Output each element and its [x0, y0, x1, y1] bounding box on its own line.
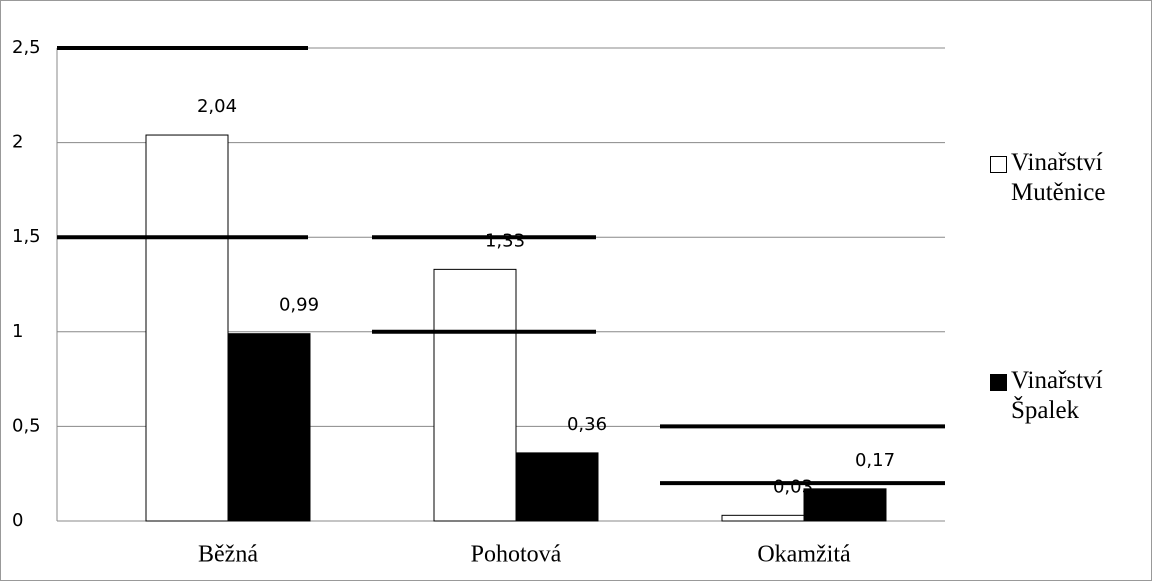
value-label: 1,33 [485, 230, 525, 251]
legend-label: Vinařství Špalek [1011, 367, 1103, 424]
bar [145, 134, 229, 522]
bar [515, 452, 599, 522]
legend-swatch [990, 156, 1007, 173]
y-tick-label: 2,5 [12, 37, 41, 58]
legend-label: Vinařství Mutěnice [1011, 149, 1106, 206]
bar [721, 514, 805, 522]
value-label: 2,04 [197, 96, 237, 117]
x-tick-label: Běžná [198, 542, 258, 568]
y-tick-label: 1,5 [12, 226, 41, 247]
value-label: 0,99 [279, 295, 319, 316]
value-label: 0,36 [567, 414, 607, 435]
x-tick-label: Pohotová [471, 542, 562, 568]
y-tick-label: 2 [12, 132, 23, 153]
y-tick-label: 0,5 [12, 415, 41, 436]
value-label: 0,17 [855, 450, 895, 471]
bar [227, 333, 311, 522]
x-tick-label: Okamžitá [757, 542, 851, 568]
legend-item: Vinařství Mutěnice [990, 148, 1140, 208]
legend-item: Vinařství Špalek [990, 366, 1140, 426]
y-tick-label: 1 [12, 321, 23, 342]
bar [433, 268, 517, 522]
legend-swatch [990, 374, 1007, 391]
y-tick-label: 0 [12, 510, 23, 531]
bar [803, 488, 887, 522]
